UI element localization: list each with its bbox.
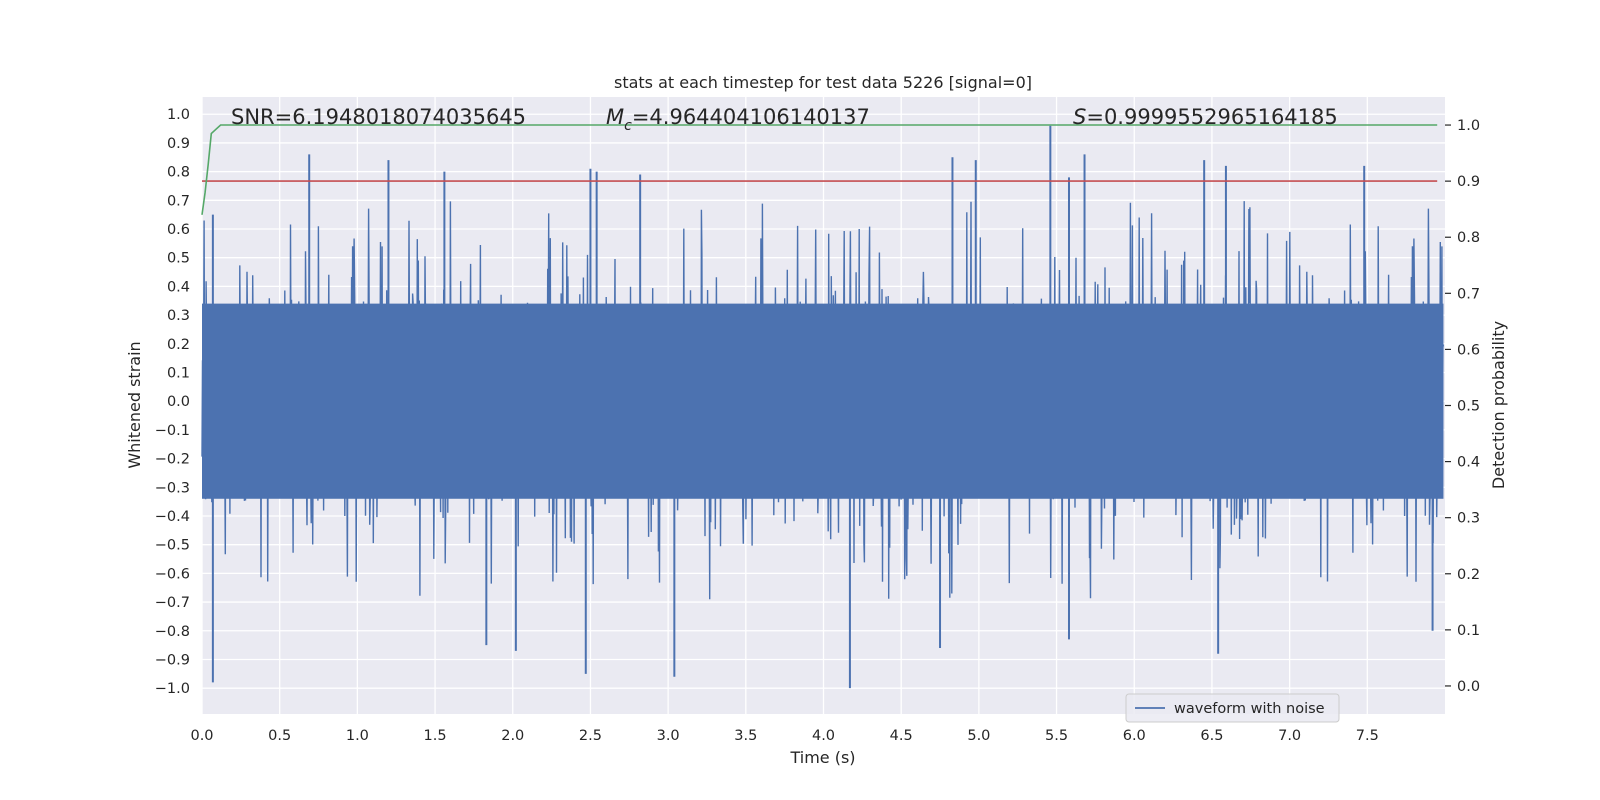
y-left-tick-label: −0.7 bbox=[155, 595, 190, 611]
legend-box bbox=[1125, 693, 1340, 723]
y-right-tick-label: 0.4 bbox=[1457, 455, 1480, 471]
y-right-tick-label: 0.2 bbox=[1457, 567, 1480, 583]
y-left-tick-label: 0.7 bbox=[167, 193, 190, 209]
chirp-mass-symbol: M bbox=[606, 105, 624, 129]
x-tick-label: 0.5 bbox=[268, 728, 291, 744]
y-left-tick-label: −0.5 bbox=[155, 538, 190, 554]
x-axis-label: Time (s) bbox=[789, 748, 855, 767]
y-left-tick-label: −0.4 bbox=[155, 509, 190, 525]
y-left-tick-label: −0.3 bbox=[155, 480, 190, 496]
chirp-mass-annotation: Mc=4.964404106140137 bbox=[606, 105, 870, 134]
y-left-tick-label: 0.6 bbox=[167, 222, 190, 238]
x-tick-label: 3.0 bbox=[657, 728, 680, 744]
y-axis-right: 1.0 0.9 0.8 0.7 0.6 0.5 0.4 0.3 0.2 0.1 0.0 bbox=[1445, 118, 1480, 695]
y-left-tick-label: 0.5 bbox=[167, 251, 190, 267]
x-tick-label: 5.0 bbox=[967, 728, 990, 744]
waveform-core-band bbox=[202, 303, 1444, 499]
score-annotation: S=0.9999552965164185 bbox=[1073, 105, 1338, 129]
x-tick-label: 3.5 bbox=[734, 728, 757, 744]
y-left-tick-label: 0.2 bbox=[167, 337, 190, 353]
x-tick-label: 7.0 bbox=[1278, 728, 1301, 744]
x-tick-label: 5.5 bbox=[1045, 728, 1068, 744]
y-right-tick-label: 1.0 bbox=[1457, 118, 1480, 134]
y-left-tick-label: −0.1 bbox=[155, 423, 190, 439]
y-left-tick-label: 0.8 bbox=[167, 165, 190, 181]
legend-label-waveform: waveform with noise bbox=[1174, 701, 1325, 717]
x-axis: 0.0 0.5 1.0 1.5 2.0 2.5 3.0 3.5 4.0 4.5 5.0 5.5 6.0 6… bbox=[190, 728, 1378, 744]
y-left-tick-label: 0.0 bbox=[167, 394, 190, 410]
probability-series-group bbox=[201, 124, 1438, 215]
y-axis-right-label: Detection probability bbox=[1489, 321, 1508, 489]
x-tick-label: 0.0 bbox=[190, 728, 213, 744]
chirp-mass-subscript: c bbox=[624, 118, 632, 134]
y-right-tick-label: 0.5 bbox=[1457, 399, 1480, 415]
y-left-tick-label: 0.4 bbox=[167, 279, 190, 295]
y-right-tick-label: 0.3 bbox=[1457, 511, 1480, 527]
chirp-mass-value: =4.964404106140137 bbox=[632, 105, 870, 129]
y-left-tick-label: 0.3 bbox=[167, 308, 190, 324]
x-tick-label: 6.5 bbox=[1200, 728, 1223, 744]
snr-annotation: SNR=6.1948018074035645 bbox=[231, 105, 526, 129]
y-left-tick-label: −0.2 bbox=[155, 452, 190, 468]
x-tick-label: 4.0 bbox=[812, 728, 835, 744]
score-symbol: S bbox=[1073, 105, 1086, 129]
y-right-tick-label: 0.0 bbox=[1457, 679, 1480, 695]
y-left-tick-label: −1.0 bbox=[155, 681, 190, 697]
detection-probability-line bbox=[201, 124, 1438, 215]
x-tick-label: 7.5 bbox=[1356, 728, 1379, 744]
y-left-tick-label: −0.8 bbox=[155, 624, 190, 640]
y-right-tick-label: 0.1 bbox=[1457, 623, 1480, 639]
x-tick-label: 2.5 bbox=[579, 728, 602, 744]
waveform-series bbox=[201, 125, 1445, 689]
x-tick-label: 4.5 bbox=[890, 728, 913, 744]
y-left-tick-label: −0.6 bbox=[155, 566, 190, 582]
y-axis-left-label: Whitened strain bbox=[125, 341, 144, 468]
x-tick-label: 1.0 bbox=[346, 728, 369, 744]
x-tick-label: 1.5 bbox=[424, 728, 447, 744]
y-axis-left: 1.0 0.9 0.8 0.7 0.6 0.5 0.4 0.3 0.2 0.1 0.0 −0.1 −0.… bbox=[155, 107, 190, 697]
x-tick-label: 6.0 bbox=[1123, 728, 1146, 744]
legend: waveform with noise bbox=[1125, 693, 1340, 723]
y-left-tick-label: −0.9 bbox=[155, 652, 190, 668]
y-left-tick-label: 1.0 bbox=[167, 107, 190, 123]
chart-title: stats at each timestep for test data 522… bbox=[614, 73, 1032, 92]
y-right-tick-label: 0.7 bbox=[1457, 286, 1480, 302]
y-left-tick-label: 0.1 bbox=[167, 365, 190, 381]
y-right-tick-label: 0.6 bbox=[1457, 342, 1480, 358]
y-right-tick-label: 0.9 bbox=[1457, 174, 1480, 190]
score-value: =0.9999552965164185 bbox=[1086, 105, 1337, 129]
x-tick-label: 2.0 bbox=[501, 728, 524, 744]
y-right-tick-label: 0.8 bbox=[1457, 230, 1480, 246]
y-left-tick-label: 0.9 bbox=[167, 136, 190, 152]
